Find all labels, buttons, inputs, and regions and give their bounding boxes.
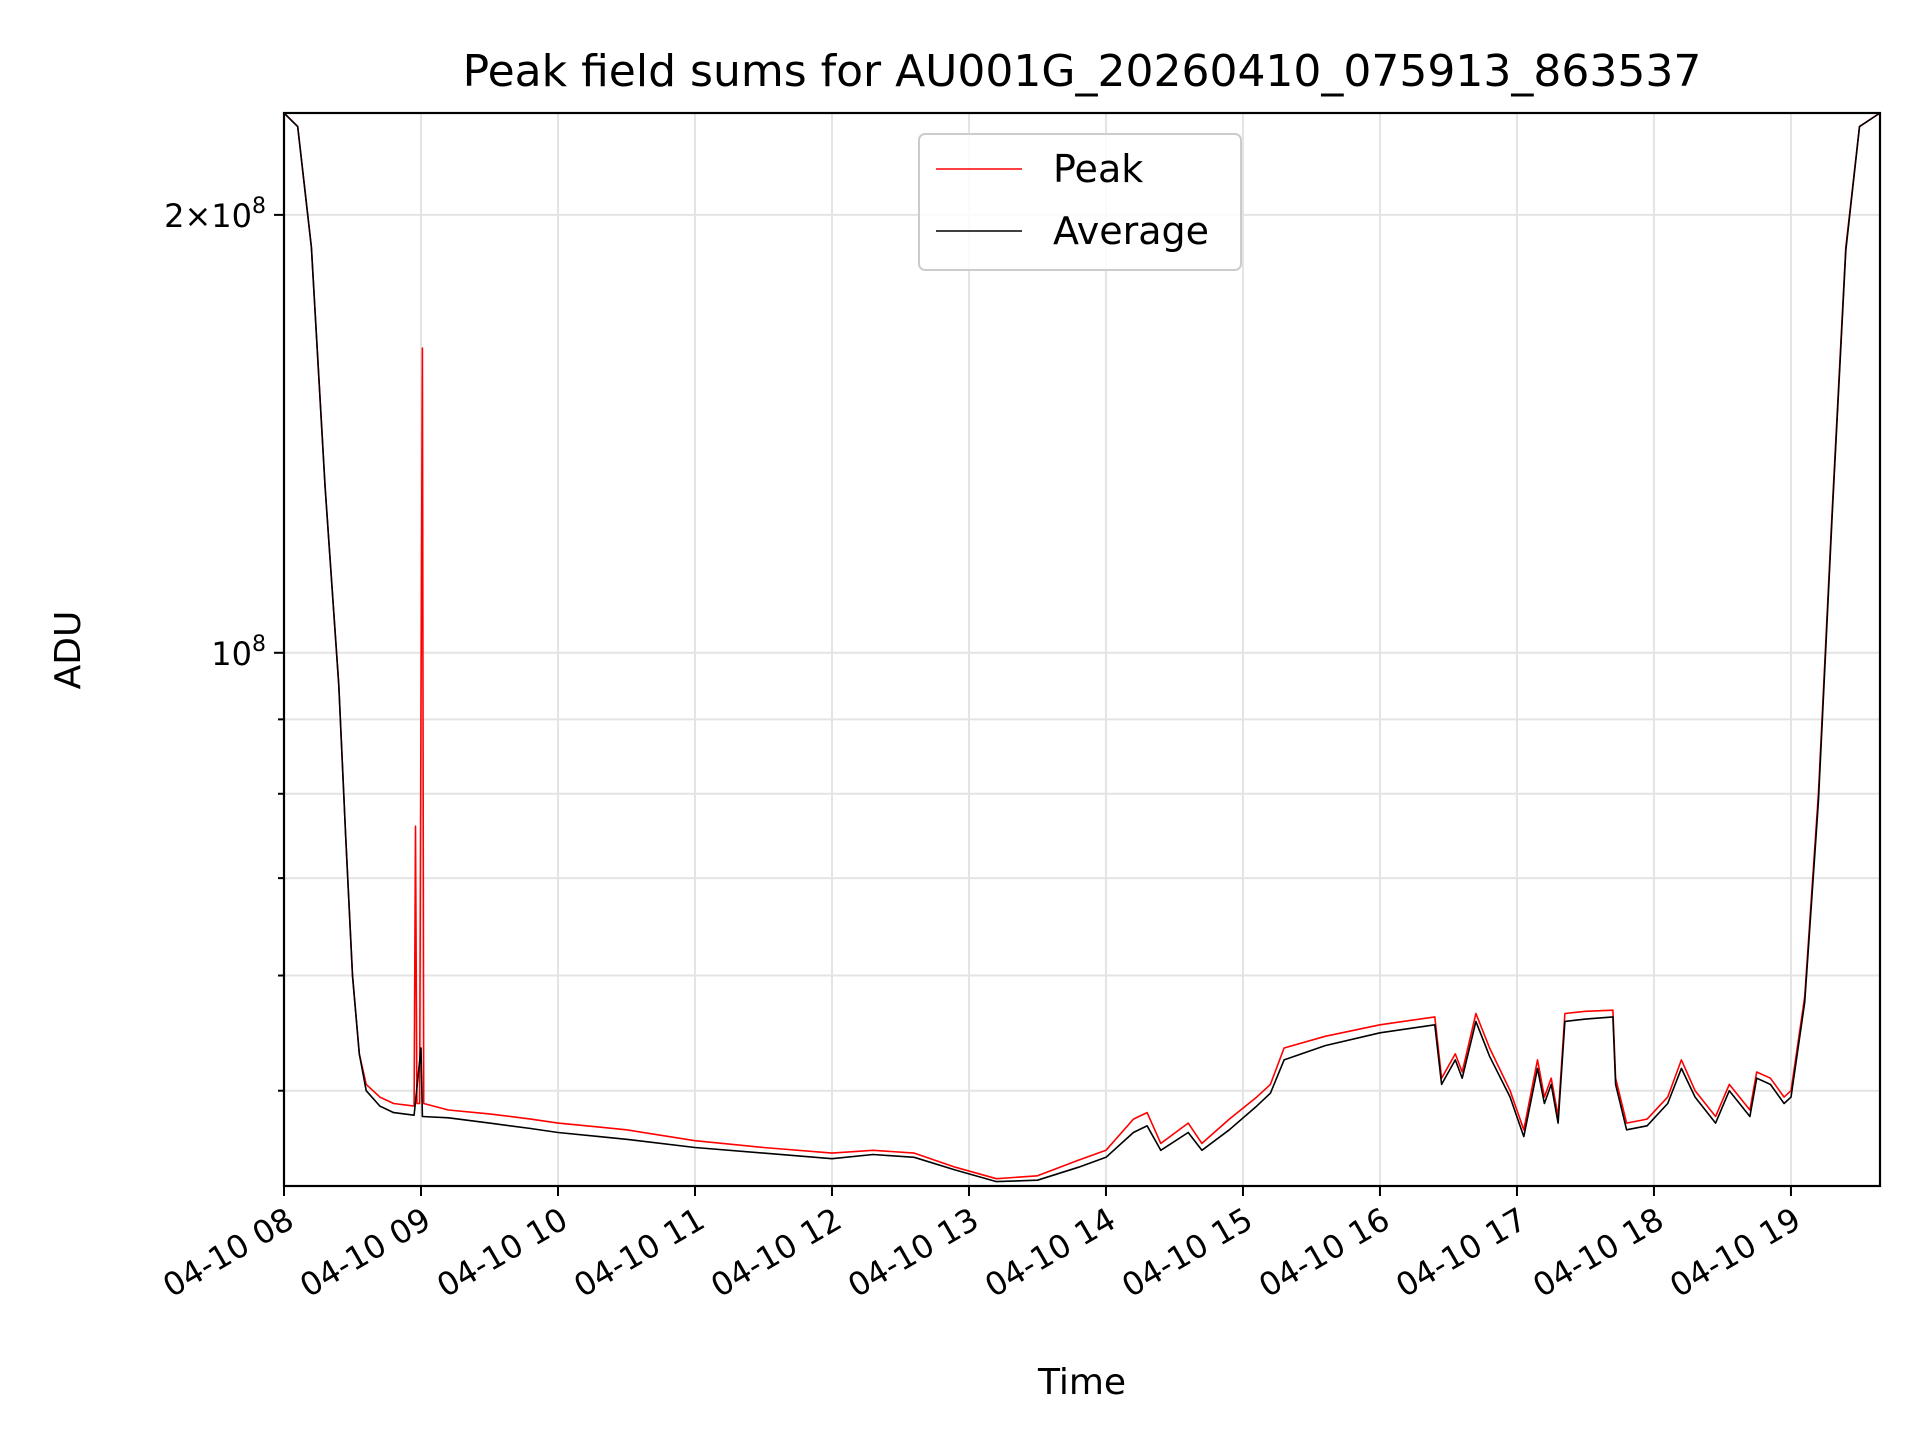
series-line-peak <box>283 112 1881 1180</box>
legend-box <box>918 133 1242 271</box>
legend-label-peak: Peak <box>1053 147 1143 191</box>
chart-title: Peak field sums for AU001G_20260410_0759… <box>463 46 1702 97</box>
y-tick-label: 2×108 <box>164 194 266 235</box>
x-axis-label: Time <box>1037 1362 1126 1403</box>
y-tick-label: 108 <box>211 632 266 673</box>
series-layer <box>283 112 1881 1183</box>
legend: Peak Average <box>918 133 1242 271</box>
series-line-average <box>283 112 1881 1183</box>
plot-frame <box>282 111 1882 1188</box>
legend-label-average: Average <box>1053 209 1209 253</box>
y-axis-label: ADU <box>48 611 89 690</box>
grid-layer <box>283 113 1880 1186</box>
